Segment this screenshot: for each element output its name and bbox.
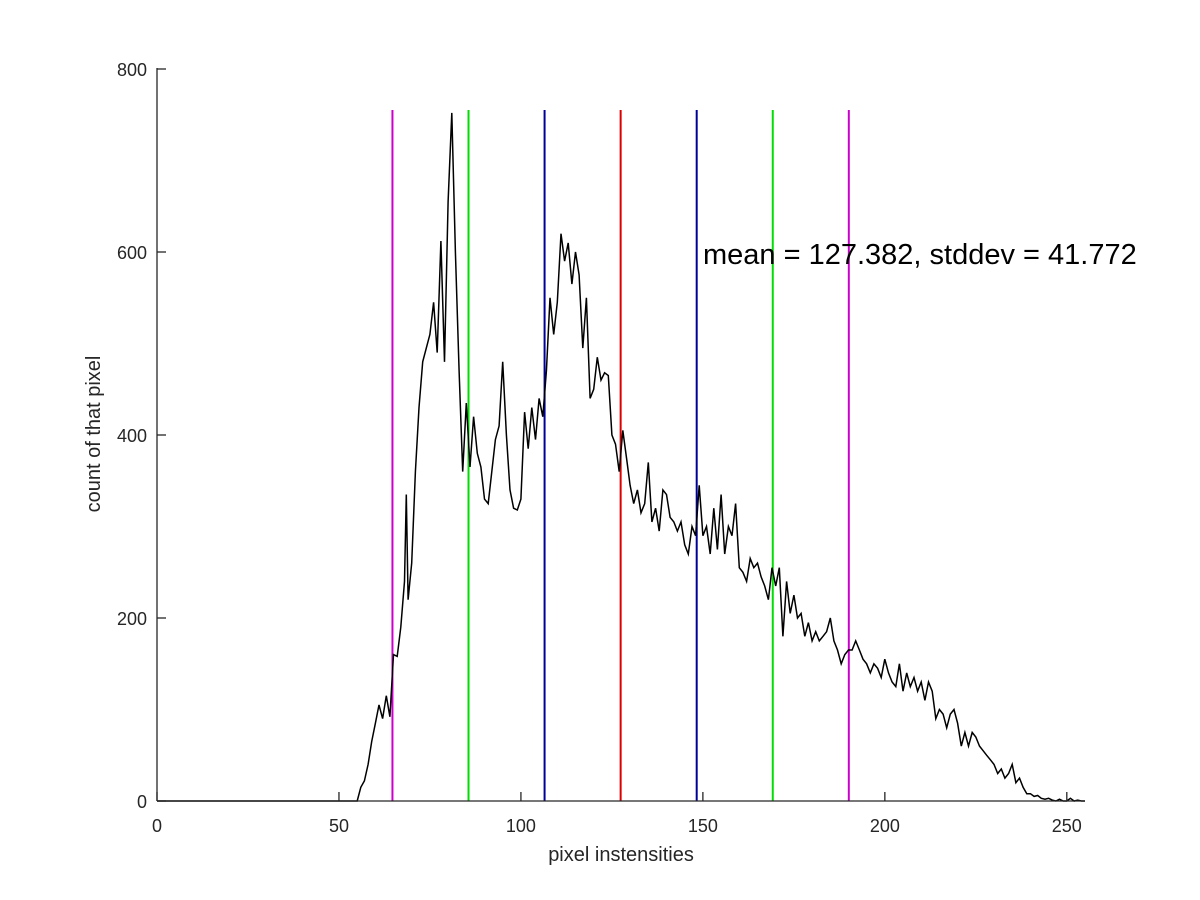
x-tick-label: 200 bbox=[870, 816, 900, 836]
y-tick-label: 400 bbox=[117, 426, 147, 446]
y-tick-label: 800 bbox=[117, 60, 147, 80]
std-lines-group bbox=[391, 110, 850, 801]
x-tick-label: 150 bbox=[688, 816, 718, 836]
x-axis-label: pixel instensities bbox=[548, 844, 694, 866]
x-tick-label: 250 bbox=[1052, 816, 1082, 836]
y-tick-label: 0 bbox=[137, 792, 147, 812]
y-tick-label: 600 bbox=[117, 243, 147, 263]
y-ticks: 0 200 400 600 800 bbox=[117, 60, 166, 812]
y-tick-label: 200 bbox=[117, 609, 147, 629]
x-tick-label: 50 bbox=[329, 816, 349, 836]
x-ticks: 0 50 100 150 200 250 bbox=[152, 792, 1082, 836]
stats-annotation: mean = 127.382, stddev = 41.772 bbox=[703, 239, 1137, 271]
x-tick-label: 100 bbox=[506, 816, 536, 836]
histogram-line bbox=[157, 112, 1085, 802]
y-axis-label: count of that pixel bbox=[83, 356, 105, 513]
x-tick-label: 0 bbox=[152, 816, 162, 836]
